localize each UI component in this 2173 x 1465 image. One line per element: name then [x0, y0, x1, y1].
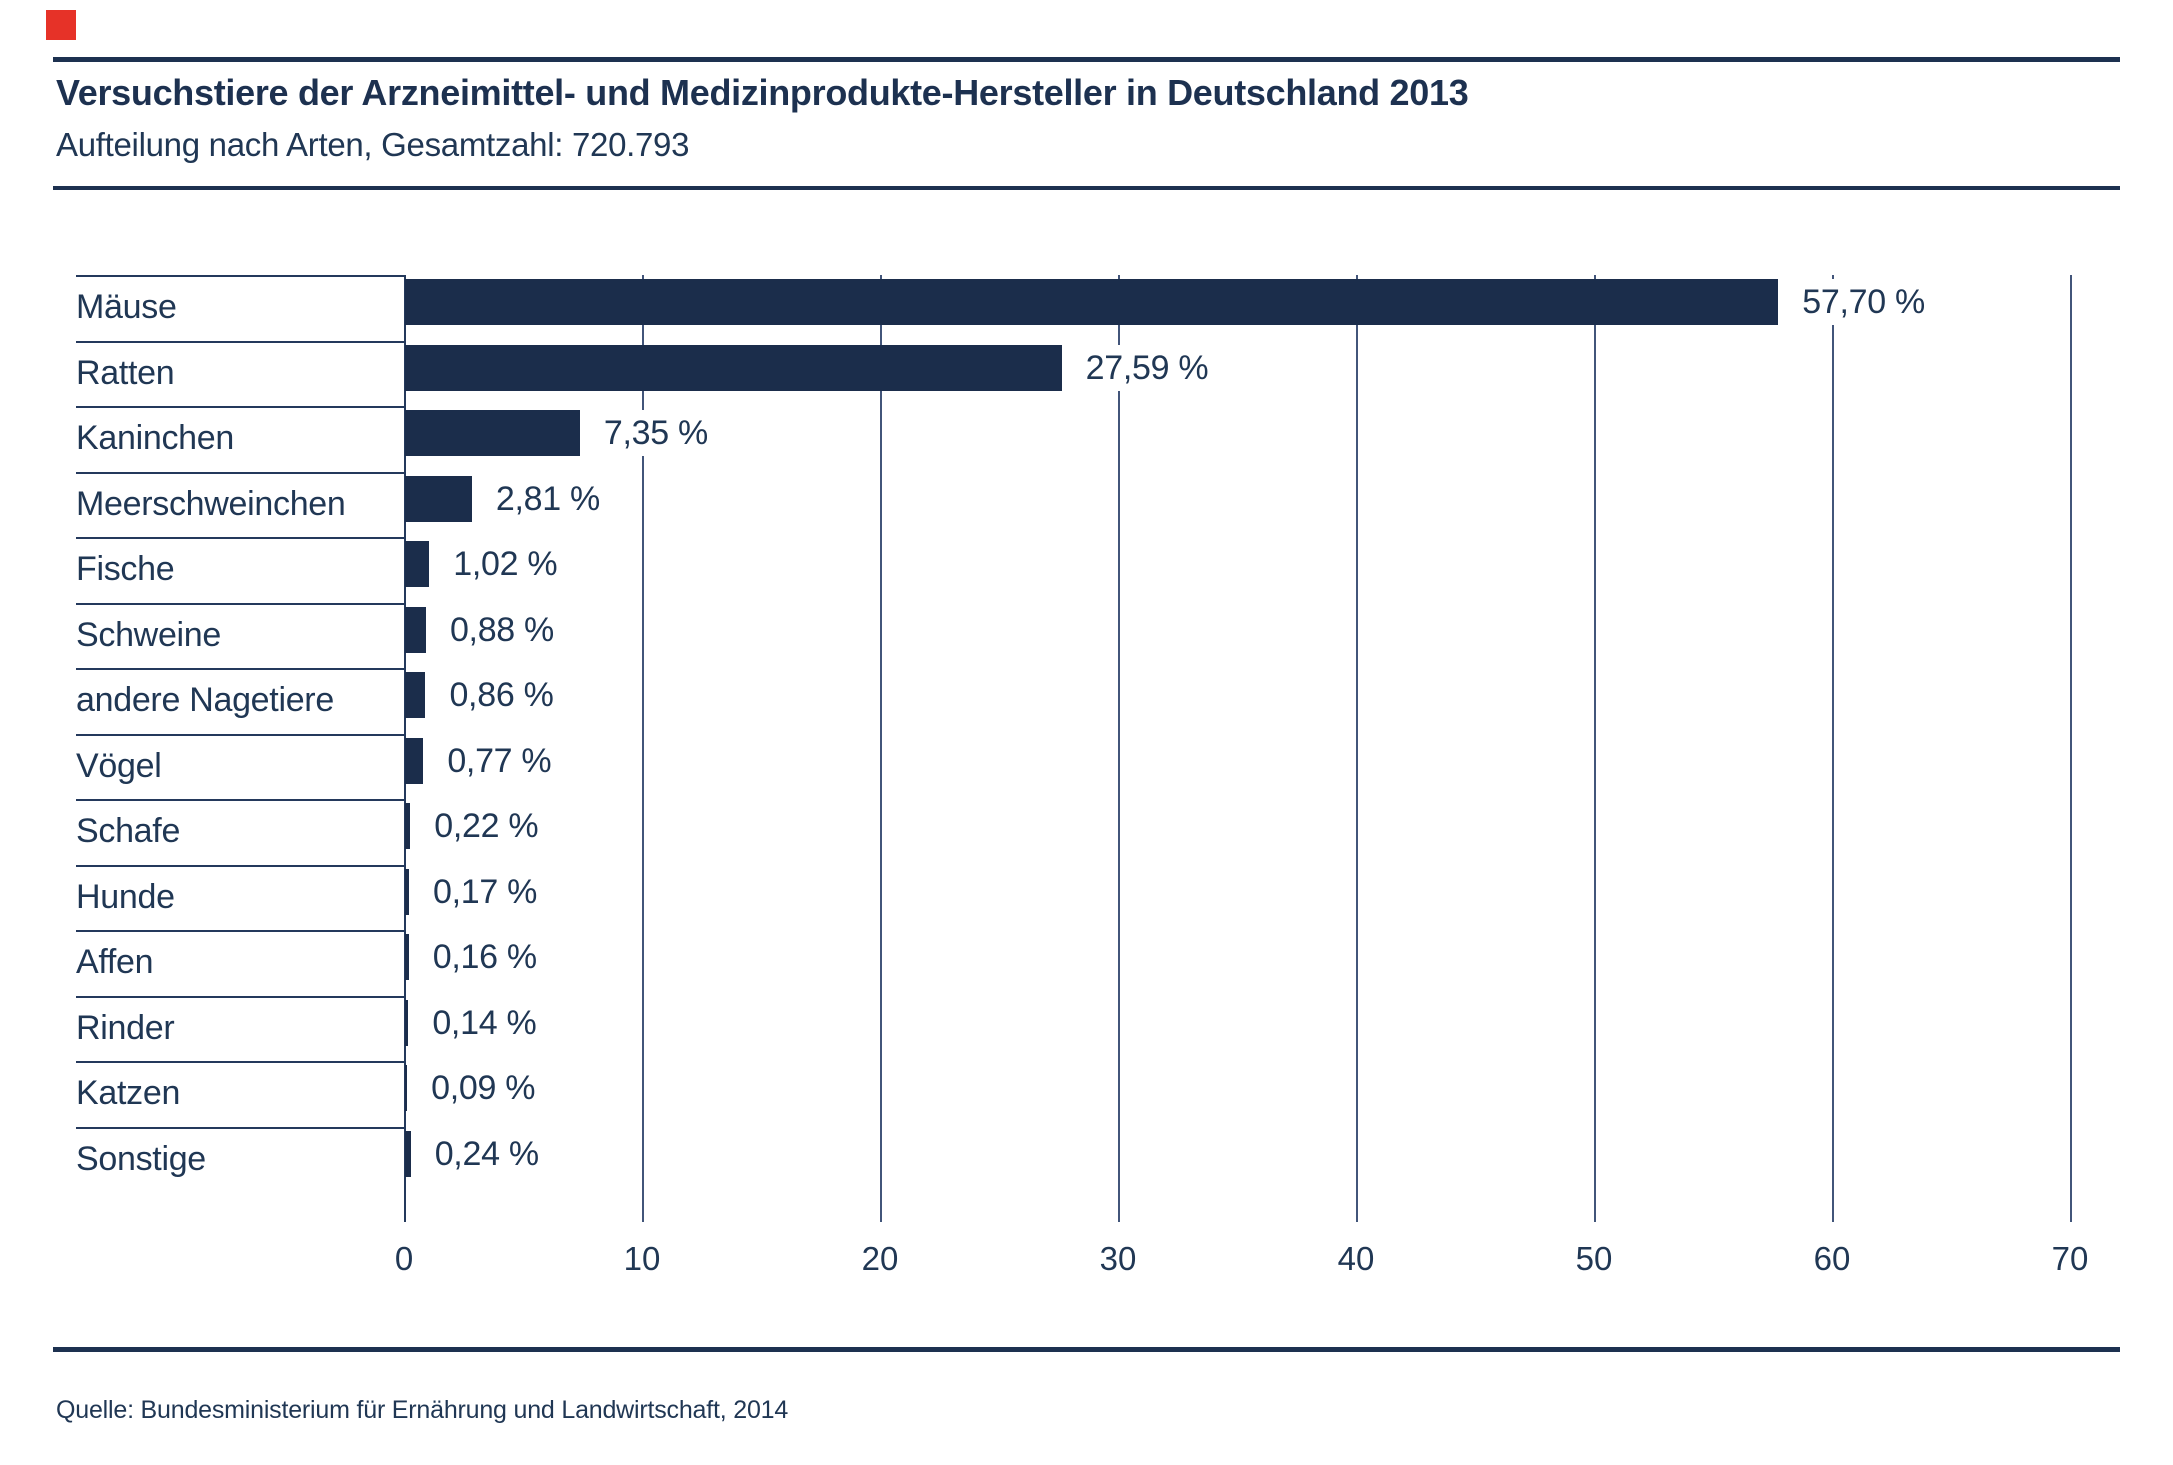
x-tick-label: 30 [1099, 1240, 1137, 1277]
x-tick-label: 50 [1575, 1240, 1613, 1277]
row-separator [76, 1061, 405, 1063]
row-separator [76, 340, 405, 343]
bar [405, 737, 424, 784]
category-label: Ratten [76, 353, 175, 392]
value-label: 0,24 % [424, 1130, 549, 1177]
bar [405, 1065, 408, 1111]
bar [405, 279, 1779, 325]
gridline-30 [1118, 275, 1120, 1222]
source-note: Quelle: Bundesministerium für Ernährung … [56, 1396, 789, 1424]
x-tick-label: 40 [1337, 1240, 1375, 1277]
bar [405, 803, 411, 849]
row-separator [76, 995, 405, 998]
row-separator [76, 275, 405, 277]
value-label: 0,16 % [422, 934, 547, 980]
category-label: Hunde [76, 877, 175, 916]
value-label: 0,86 % [439, 672, 564, 718]
value-label: 0,22 % [424, 803, 549, 849]
row-separator [76, 799, 405, 801]
header-divider-rule [53, 186, 2120, 190]
value-label: 27,59 % [1075, 344, 1219, 391]
row-separator [76, 602, 405, 605]
value-label: 0,17 % [423, 868, 548, 915]
row-separator [76, 733, 405, 736]
bar [405, 475, 472, 522]
bar [405, 606, 426, 653]
category-label: Fische [76, 550, 175, 588]
bar [405, 672, 426, 718]
row-separator [76, 471, 405, 474]
gridline-60 [1832, 275, 1834, 1222]
value-label: 0,77 % [437, 737, 562, 784]
value-label: 1,02 % [443, 541, 568, 587]
gridline-50 [1594, 275, 1596, 1222]
row-separator [76, 668, 405, 670]
x-tick-label: 60 [1813, 1240, 1851, 1277]
value-label: 7,35 % [593, 410, 718, 456]
category-label: Katzen [76, 1074, 181, 1112]
x-tick-label: 10 [623, 1240, 661, 1277]
gridline-20 [880, 275, 882, 1222]
bar [405, 541, 430, 587]
brand-mark-red-square [46, 10, 76, 40]
top-rule [53, 57, 2120, 62]
value-label: 0,88 % [439, 606, 564, 653]
bar [405, 868, 410, 915]
chart-title: Versuchstiere der Arzneimittel- und Medi… [56, 72, 1469, 113]
x-tick-label: 0 [394, 1240, 414, 1277]
category-label: Kaninchen [76, 419, 234, 457]
gridline-10 [642, 275, 644, 1222]
bar [405, 410, 580, 456]
category-label: Sonstige [76, 1139, 206, 1178]
bottom-rule [53, 1347, 2120, 1352]
category-label: andere Nagetiere [76, 681, 334, 719]
row-separator [76, 930, 405, 932]
value-label: 0,14 % [422, 999, 547, 1046]
chart-subtitle: Aufteilung nach Arten, Gesamtzahl: 720.7… [56, 126, 690, 163]
category-label: Schafe [76, 812, 181, 850]
category-label: Meerschweinchen [76, 484, 346, 523]
bar [405, 1130, 411, 1177]
x-tick-label: 20 [861, 1240, 899, 1277]
category-label: Vögel [76, 746, 162, 785]
category-label: Mäuse [76, 288, 177, 326]
value-label: 0,09 % [421, 1065, 546, 1111]
row-separator [76, 406, 405, 408]
gridline-40 [1356, 275, 1358, 1222]
category-label: Rinder [76, 1008, 175, 1047]
x-tick-label: 70 [2051, 1240, 2089, 1277]
row-separator [76, 1126, 405, 1129]
value-label: 2,81 % [485, 475, 610, 522]
category-label: Affen [76, 943, 154, 981]
row-separator [76, 537, 405, 539]
bar [405, 344, 1062, 391]
category-label: Schweine [76, 615, 222, 654]
row-separator [76, 864, 405, 867]
gridline-70 [2070, 275, 2072, 1222]
bar [405, 934, 409, 980]
value-label: 57,70 % [1792, 279, 1935, 325]
bar [405, 999, 409, 1046]
